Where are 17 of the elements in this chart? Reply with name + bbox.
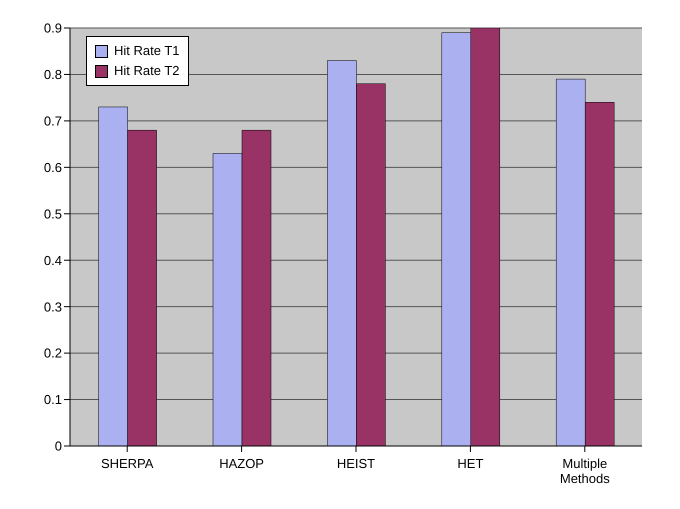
x-tick-label: HET — [457, 456, 484, 471]
legend-label: Hit Rate T2 — [114, 62, 180, 80]
y-tick-label: 0.1 — [44, 392, 62, 408]
y-tick-label: 0.4 — [44, 252, 62, 268]
legend-label: Hit Rate T1 — [114, 42, 180, 60]
y-tick-label: 0.3 — [44, 299, 62, 314]
x-tick-label: SHERPA — [100, 456, 154, 471]
y-tick-label: 0.7 — [44, 114, 62, 129]
y-tick-label: 0.6 — [44, 160, 62, 175]
x-tick-label: Multiple Methods — [560, 456, 610, 486]
y-tick-label: 0.2 — [44, 346, 62, 361]
y-tick-label: 0.5 — [44, 206, 62, 222]
x-tick-label: HEIST — [336, 456, 376, 471]
y-tick-label: 0.8 — [44, 67, 62, 82]
y-tick-label: 0.9 — [44, 20, 62, 36]
x-tick-label: HAZOP — [219, 456, 264, 471]
y-tick-label: 0 — [54, 438, 62, 454]
